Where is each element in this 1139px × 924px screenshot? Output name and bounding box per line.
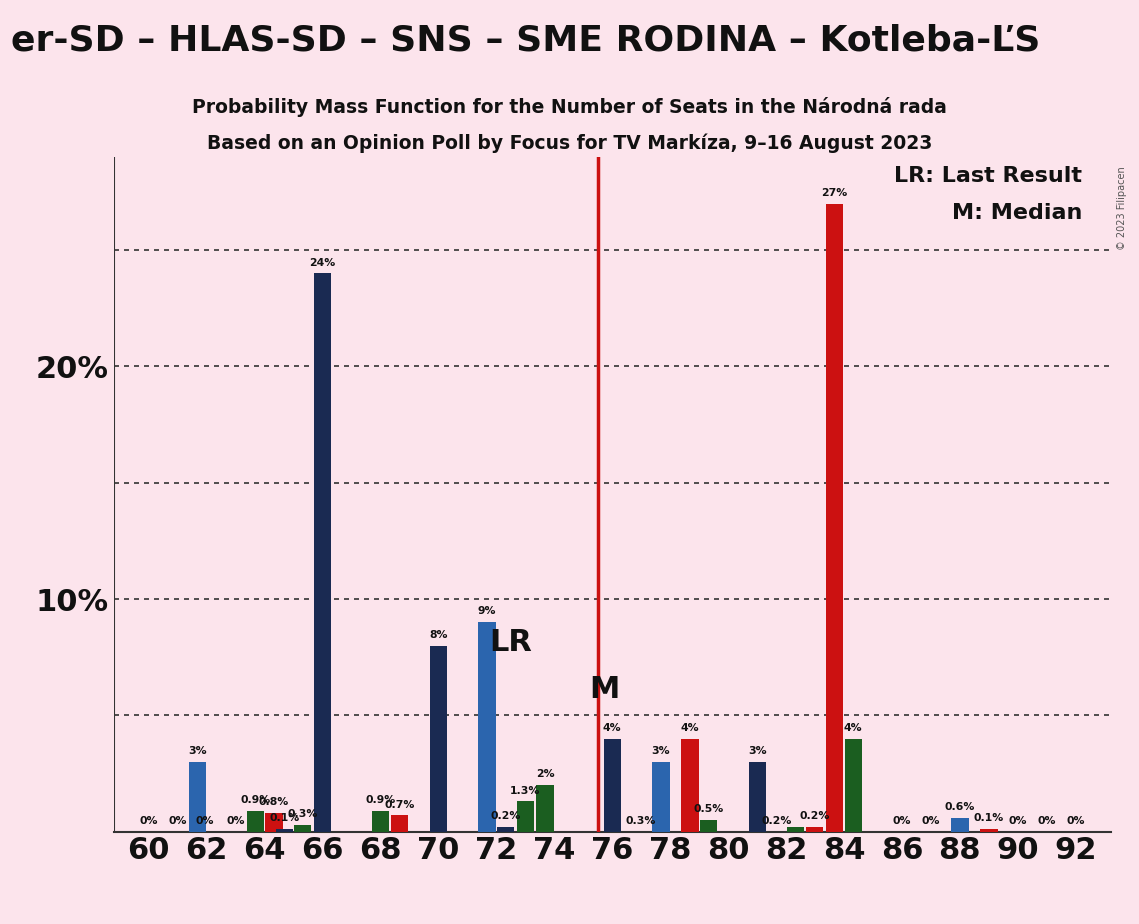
Bar [604, 738, 621, 832]
Bar [189, 761, 206, 832]
Bar [787, 827, 804, 832]
Bar [294, 824, 311, 832]
Bar [749, 761, 767, 832]
Text: LR: Last Result: LR: Last Result [894, 166, 1082, 187]
Bar [246, 810, 264, 832]
Bar [371, 810, 390, 832]
Bar [681, 738, 698, 832]
Text: LR: LR [490, 628, 532, 657]
Text: M: Median: M: Median [952, 203, 1082, 224]
Bar [497, 827, 515, 832]
Text: 0%: 0% [169, 816, 187, 826]
Bar [826, 203, 843, 832]
Text: 3%: 3% [188, 746, 206, 756]
Text: 2%: 2% [535, 770, 555, 779]
Text: 0.9%: 0.9% [366, 795, 395, 805]
Bar [805, 827, 823, 832]
Bar [536, 785, 554, 832]
Text: 0%: 0% [1038, 816, 1056, 826]
Text: 3%: 3% [652, 746, 670, 756]
Bar [314, 274, 331, 832]
Text: 0%: 0% [195, 816, 213, 826]
Text: 0.1%: 0.1% [269, 813, 300, 823]
Text: Probability Mass Function for the Number of Seats in the Národná rada: Probability Mass Function for the Number… [192, 97, 947, 117]
Bar [699, 820, 718, 832]
Text: 0%: 0% [893, 816, 911, 826]
Text: 4%: 4% [603, 723, 622, 733]
Text: 8%: 8% [429, 630, 448, 639]
Text: 27%: 27% [821, 188, 847, 198]
Bar [429, 646, 448, 832]
Text: 0%: 0% [1066, 816, 1085, 826]
Text: 0.8%: 0.8% [259, 797, 289, 808]
Text: © 2023 Filipacen: © 2023 Filipacen [1117, 166, 1126, 250]
Text: 4%: 4% [680, 723, 699, 733]
Text: er-SD – HLAS-SD – SNS – SME RODINA – Kotleba-ĽS: er-SD – HLAS-SD – SNS – SME RODINA – Kot… [11, 23, 1041, 57]
Text: M: M [589, 675, 620, 704]
Text: 24%: 24% [310, 258, 336, 268]
Text: 4%: 4% [844, 723, 862, 733]
Text: 0.2%: 0.2% [762, 816, 792, 826]
Text: 0.9%: 0.9% [240, 795, 270, 805]
Text: 3%: 3% [748, 746, 767, 756]
Bar [951, 818, 968, 832]
Bar [653, 761, 670, 832]
Text: 0.7%: 0.7% [384, 799, 415, 809]
Bar [844, 738, 862, 832]
Bar [265, 813, 282, 832]
Text: 0.5%: 0.5% [694, 804, 723, 814]
Bar [478, 622, 495, 832]
Bar [517, 801, 534, 832]
Text: 0%: 0% [227, 816, 245, 826]
Text: 0.1%: 0.1% [974, 813, 1003, 823]
Text: 0.3%: 0.3% [626, 816, 656, 826]
Text: 0.2%: 0.2% [800, 811, 829, 821]
Text: 0.2%: 0.2% [491, 811, 521, 821]
Bar [276, 829, 293, 832]
Text: 1.3%: 1.3% [510, 785, 541, 796]
Text: 0%: 0% [139, 816, 158, 826]
Text: 0%: 0% [921, 816, 940, 826]
Text: 0%: 0% [1008, 816, 1027, 826]
Text: Based on an Opinion Poll by Focus for TV Markíza, 9–16 August 2023: Based on an Opinion Poll by Focus for TV… [207, 134, 932, 153]
Text: 9%: 9% [477, 606, 497, 616]
Text: 0.6%: 0.6% [944, 802, 975, 812]
Text: 0.3%: 0.3% [288, 808, 318, 819]
Bar [391, 815, 408, 832]
Bar [981, 829, 998, 832]
